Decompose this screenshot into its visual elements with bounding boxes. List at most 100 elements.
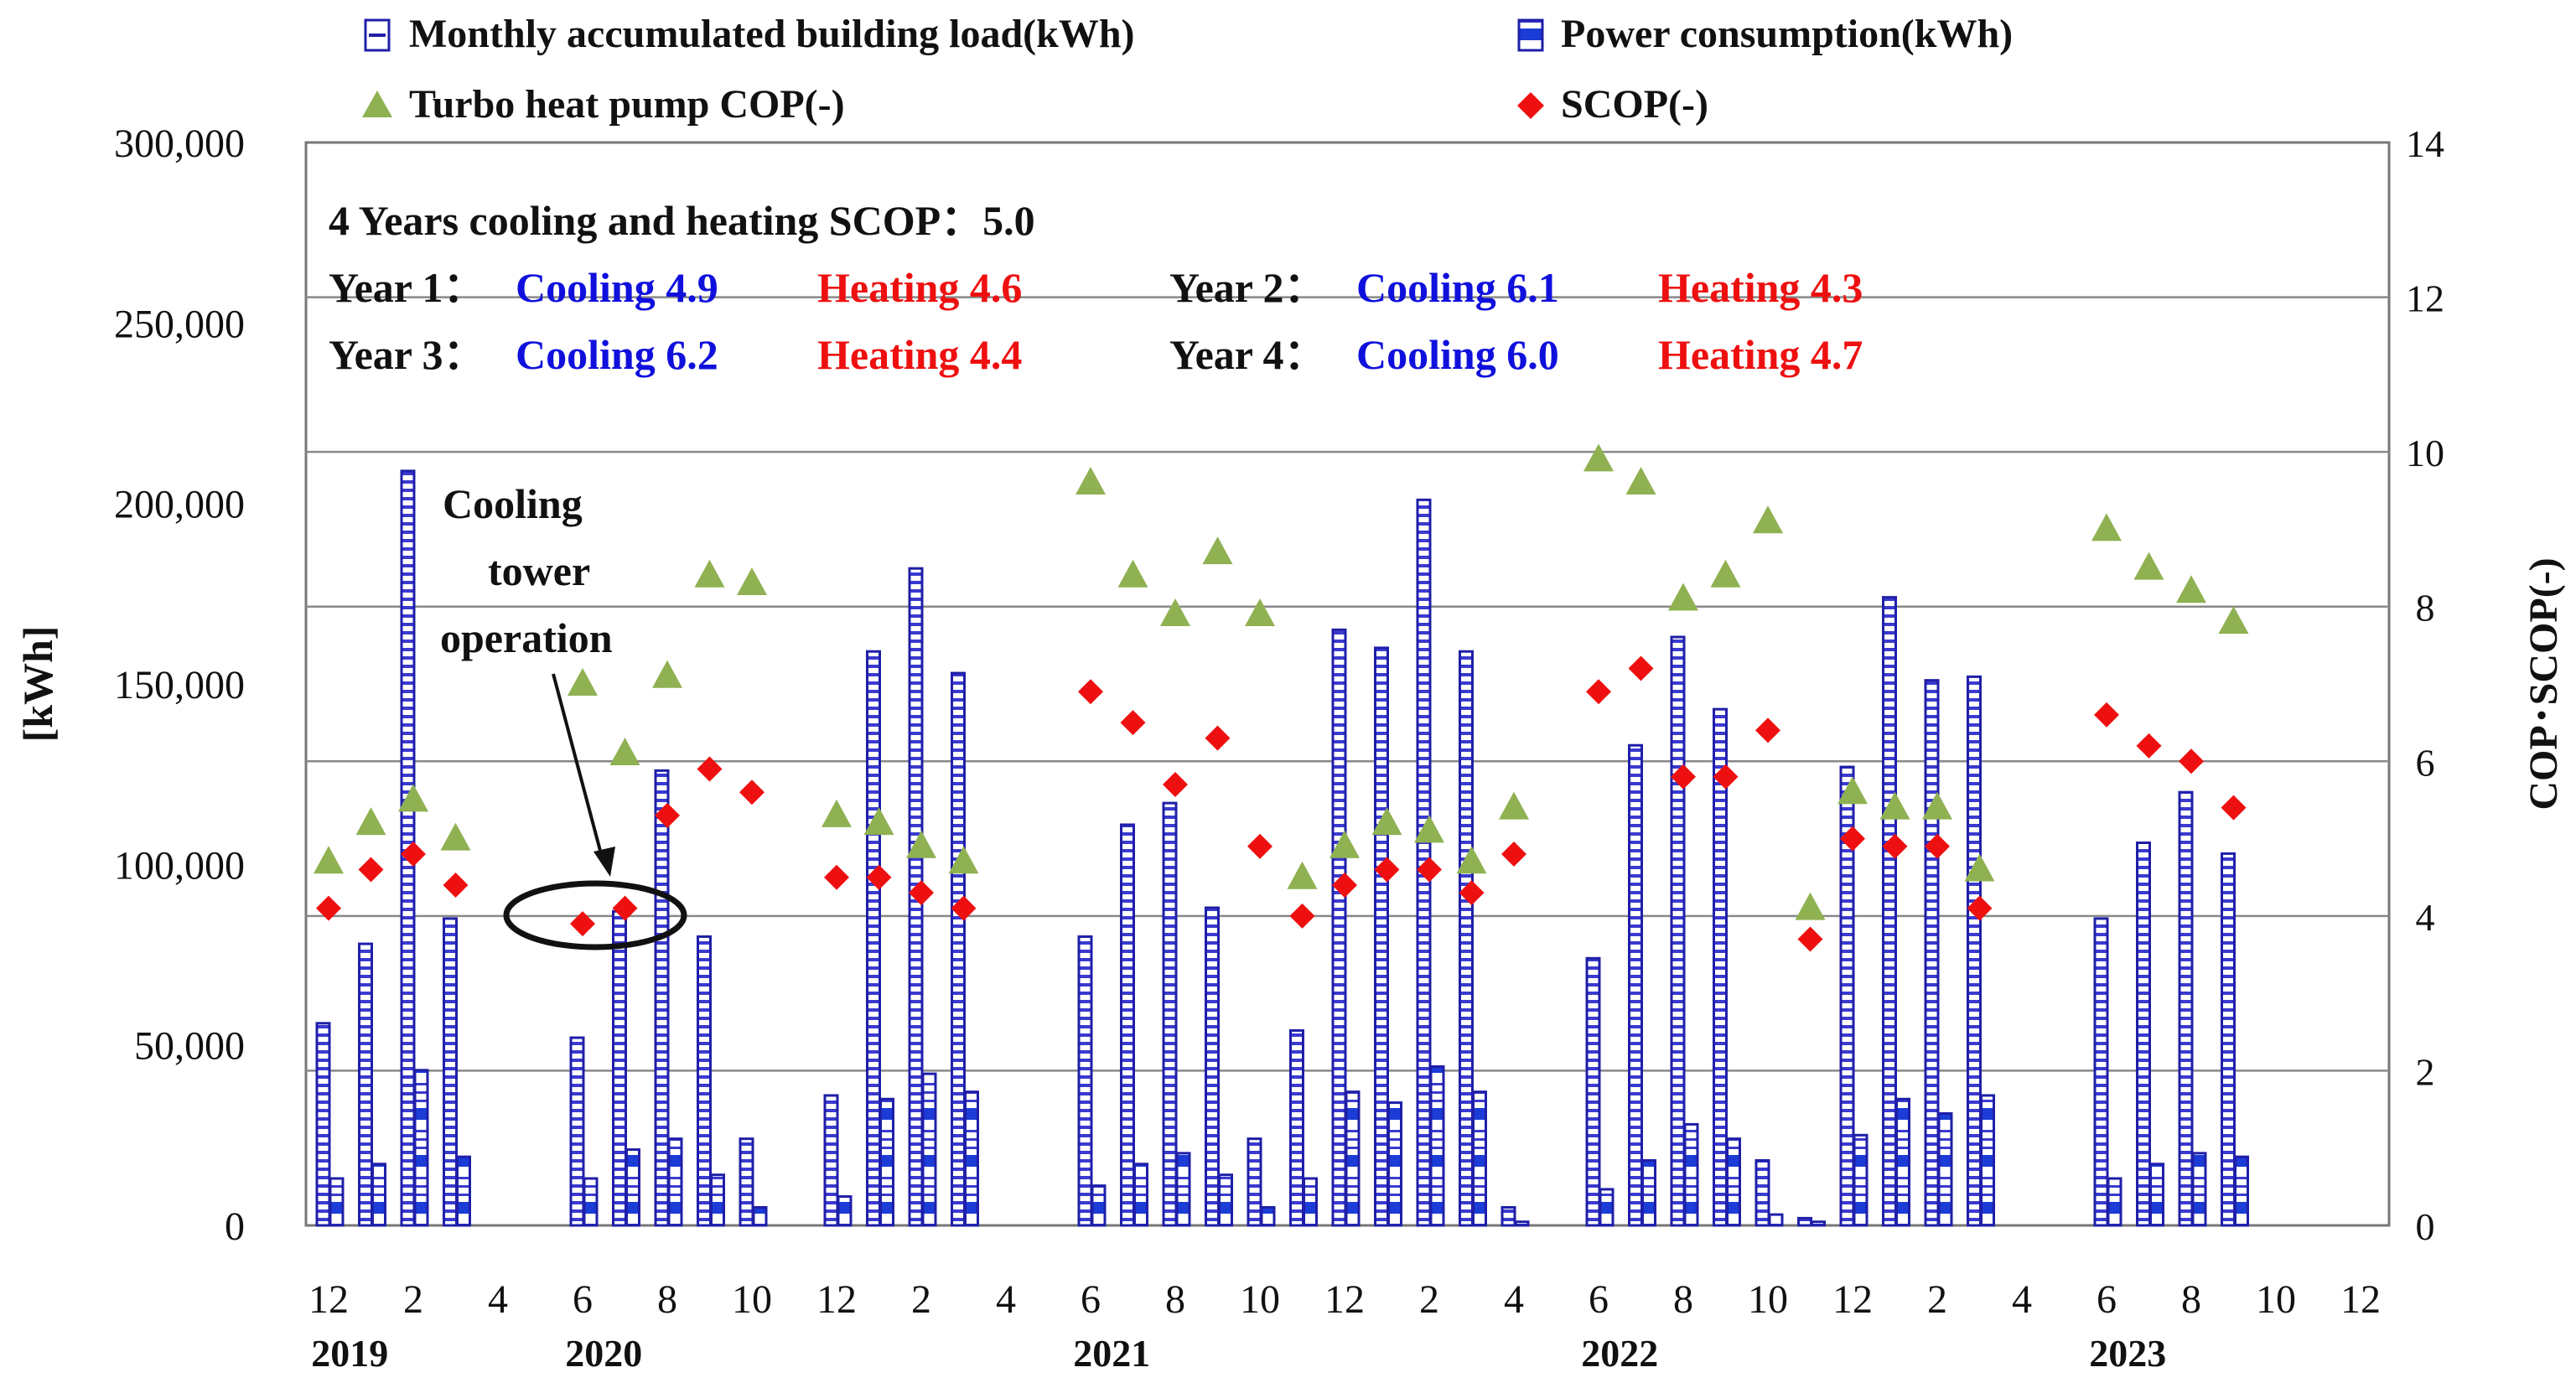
cop-marker [1964, 853, 1995, 882]
load-bar [315, 1022, 331, 1227]
scop-marker [1163, 771, 1188, 797]
y-tick-label: 50,000 [134, 1024, 245, 1069]
cop-marker [398, 784, 428, 812]
load-bar [1162, 801, 1178, 1227]
year-label: 2022 [1581, 1332, 1658, 1375]
y2-tick-label: 4 [2416, 896, 2435, 939]
y-tick-label: 200,000 [114, 483, 245, 527]
summary-cooling-year-3: Cooling 6.2 [516, 331, 718, 378]
x-tick-label: 6 [1081, 1277, 1101, 1322]
power-bar [921, 1072, 937, 1227]
scop-marker [1671, 764, 1696, 790]
power-bar [1980, 1094, 1995, 1227]
cop-marker [1329, 830, 1360, 858]
summary-cooling-year-4: Cooling 6.0 [1356, 331, 1559, 378]
power-bar [1303, 1177, 1318, 1227]
year-label: 2020 [565, 1332, 642, 1375]
scop-marker [1882, 833, 1908, 859]
power-bar [1811, 1220, 1826, 1227]
scop-marker [2221, 795, 2247, 821]
legend-load-label: Monthly accumulated building load(kWh) [409, 12, 1135, 56]
scop-marker [655, 802, 680, 828]
legend-item-load: Monthly accumulated building load(kWh) [364, 12, 1135, 56]
summary-cooling-year-1: Cooling 4.9 [516, 264, 718, 311]
load-bar [612, 909, 627, 1227]
cop-marker [1160, 598, 1190, 626]
cop-marker [609, 738, 640, 766]
power-bar [964, 1090, 979, 1227]
legend-item-cop: Turbo heat pump COP(-) [362, 82, 845, 127]
summary-year-3: Year 3： [329, 331, 485, 378]
scop-marker [1205, 725, 1231, 751]
legend: Monthly accumulated building load(kWh) P… [362, 12, 2013, 127]
scop-marker [1120, 710, 1146, 736]
load-bar [1374, 646, 1389, 1227]
load-bar [1120, 823, 1135, 1227]
power-bar [1175, 1152, 1191, 1227]
scop-marker [612, 895, 638, 921]
power-bar [456, 1155, 471, 1227]
load-bar [443, 917, 458, 1227]
y-axis-left: 0 50,000 100,000 150,000 200,000 250,000 300,0… [114, 122, 245, 1249]
y2-tick-label: 14 [2406, 122, 2444, 165]
grid [306, 296, 2389, 1072]
annotation-arrow-line [552, 673, 605, 864]
cop-marker [948, 846, 979, 874]
power-bar [2191, 1152, 2207, 1227]
y2-tick-label: 6 [2416, 741, 2435, 784]
cop-marker [822, 799, 852, 827]
load-bar [1077, 935, 1093, 1227]
load-bar [1501, 1205, 1516, 1227]
load-bar [697, 935, 712, 1227]
legend-item-scop: SCOP(-) [1517, 82, 1708, 127]
x-axis: 12 2 4 6 8 10 12 2 4 6 8 10 12 2 4 6 8 10 12 2 4 6 8 10 12 [308, 1277, 2381, 1322]
x-tick-label: 12 [2340, 1277, 2381, 1322]
legend-scop-label: SCOP(-) [1561, 82, 1708, 127]
x-tick-label: 2 [403, 1277, 423, 1322]
power-bar [371, 1163, 386, 1227]
scop-marker [358, 857, 384, 883]
load-bar [1967, 675, 1982, 1227]
cop-marker [568, 668, 598, 696]
x-tick-label: 12 [1832, 1277, 1873, 1322]
legend-scop-marker [1517, 92, 1544, 119]
scop-marker [1840, 826, 1865, 852]
x-tick-label: 6 [573, 1277, 593, 1322]
power-bar [1641, 1158, 1656, 1227]
scop-marker [1374, 857, 1400, 883]
y-axis-right: 0 2 4 6 8 10 12 14 [2406, 122, 2444, 1248]
summary-year-1: Year 1： [329, 264, 485, 311]
summary-header: 4 Years cooling and heating SCOP：5.0 [329, 197, 1035, 244]
scop-marker [739, 779, 765, 805]
load-bar [1713, 707, 1728, 1227]
load-bar [951, 671, 966, 1227]
load-bar [358, 942, 373, 1227]
legend-item-power: Power consumption(kWh) [1517, 12, 2013, 56]
power-bar [710, 1173, 725, 1227]
power-bar [329, 1177, 345, 1227]
load-bar [866, 650, 881, 1227]
year-label: 2019 [311, 1332, 388, 1375]
cop-marker [1202, 536, 1233, 565]
y-tick-label: 0 [225, 1204, 245, 1249]
y-axis-title: [kWh] [14, 626, 61, 743]
scop-marker [316, 895, 341, 921]
x-tick-label: 4 [1504, 1277, 1524, 1322]
summary-heating-year-2: Heating 4.3 [1658, 264, 1863, 311]
scop-marker [443, 872, 469, 898]
year-labels: 2019 2020 2021 2022 2023 [311, 1332, 2166, 1375]
load-bar [2136, 841, 2151, 1227]
scop-marker [1332, 872, 1357, 898]
annotation-line-2: tower [488, 547, 590, 594]
x-tick-label: 12 [308, 1277, 349, 1322]
annotation-line-1: Cooling [443, 480, 583, 527]
power-bar [752, 1205, 768, 1227]
cop-marker [1583, 443, 1614, 472]
cop-marker [1245, 598, 1275, 626]
x-tick-label: 12 [1324, 1277, 1365, 1322]
legend-load-swatch-line [369, 34, 386, 37]
scop-marker [2094, 702, 2119, 728]
summary-heating-year-3: Heating 4.4 [817, 331, 1022, 378]
load-bar [1585, 956, 1601, 1227]
scop-marker [866, 864, 892, 890]
